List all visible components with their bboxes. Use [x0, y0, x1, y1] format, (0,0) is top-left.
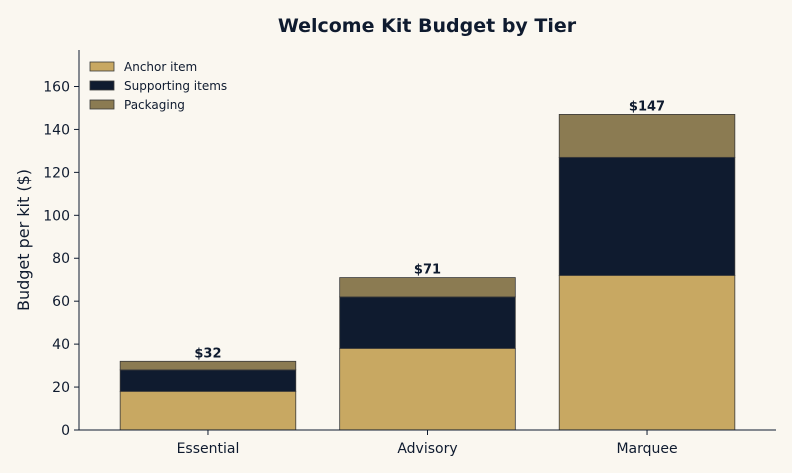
- x-tick-label: Essential: [177, 441, 240, 457]
- bar-segment-supporting-items: [119, 369, 297, 392]
- bar-segment-anchor-item: [119, 390, 297, 431]
- legend-label: Anchor item: [124, 60, 197, 74]
- bar-total-label: $32: [194, 346, 221, 361]
- y-tick-label: 80: [52, 251, 70, 267]
- plot-area: 0 20 40 60 80 100 120 140 160 $32 Essential $71 Advi…: [43, 79, 736, 457]
- y-tick-label: 160: [43, 79, 70, 95]
- bar-total-label: $71: [414, 263, 441, 278]
- legend-swatch: [89, 99, 115, 110]
- x-tick-label: Advisory: [397, 441, 457, 457]
- bar-segment-packaging: [339, 277, 516, 298]
- y-tick-label: 40: [52, 337, 70, 353]
- x-tick-label: Marquee: [616, 441, 677, 457]
- bar-segment-supporting-items: [558, 156, 736, 276]
- bar-segment-packaging: [119, 360, 297, 371]
- y-tick-label: 120: [43, 165, 70, 181]
- bar-segment-anchor-item: [558, 275, 736, 431]
- y-tick-label: 20: [52, 380, 70, 396]
- bar-total-label: $147: [629, 99, 665, 114]
- bar-segment-packaging: [558, 114, 736, 158]
- y-axis-label: Budget per kit ($): [14, 169, 33, 311]
- legend: Anchor item Supporting items Packaging: [89, 60, 227, 112]
- legend-swatch: [89, 80, 115, 91]
- bar-segment-anchor-item: [339, 348, 516, 431]
- legend-label: Supporting items: [124, 79, 227, 93]
- y-tick-label: 60: [52, 294, 70, 310]
- y-tick-label: 0: [61, 423, 70, 439]
- bar-segment-supporting-items: [339, 296, 516, 349]
- chart-title: Welcome Kit Budget by Tier: [278, 15, 577, 37]
- legend-swatch: [89, 61, 115, 72]
- y-tick-label: 140: [43, 122, 70, 138]
- legend-label: Packaging: [124, 98, 185, 112]
- y-tick-label: 100: [43, 208, 70, 224]
